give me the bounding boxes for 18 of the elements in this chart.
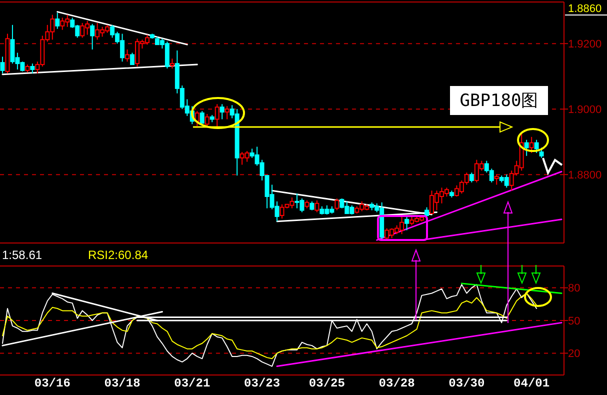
y-tick-label: 20 bbox=[568, 348, 580, 360]
y-tick-label: 1.9000 bbox=[568, 104, 602, 116]
x-tick-label: 03/16 bbox=[34, 376, 70, 391]
y-tick-label: 1.9200 bbox=[568, 38, 602, 50]
text: 1.8860 bbox=[568, 3, 602, 15]
text: 1:58.61 bbox=[2, 248, 42, 262]
x-tick-label: 03/21 bbox=[174, 376, 210, 391]
x-tick-label: 03/18 bbox=[104, 376, 140, 391]
text: RSI2:60.84 bbox=[88, 248, 148, 262]
x-tick-label: 03/30 bbox=[448, 376, 485, 391]
y-tick-label: 50 bbox=[568, 315, 580, 328]
x-tick-label: 03/25 bbox=[308, 376, 345, 391]
x-tick-label: 04/01 bbox=[514, 376, 550, 391]
y-tick-label: 1.8800 bbox=[568, 169, 602, 182]
x-tick-label: 03/28 bbox=[378, 376, 415, 391]
annotation: GBP180图 bbox=[460, 91, 538, 111]
y-tick-label: 80 bbox=[568, 282, 580, 295]
x-tick-label: 03/23 bbox=[244, 376, 280, 391]
